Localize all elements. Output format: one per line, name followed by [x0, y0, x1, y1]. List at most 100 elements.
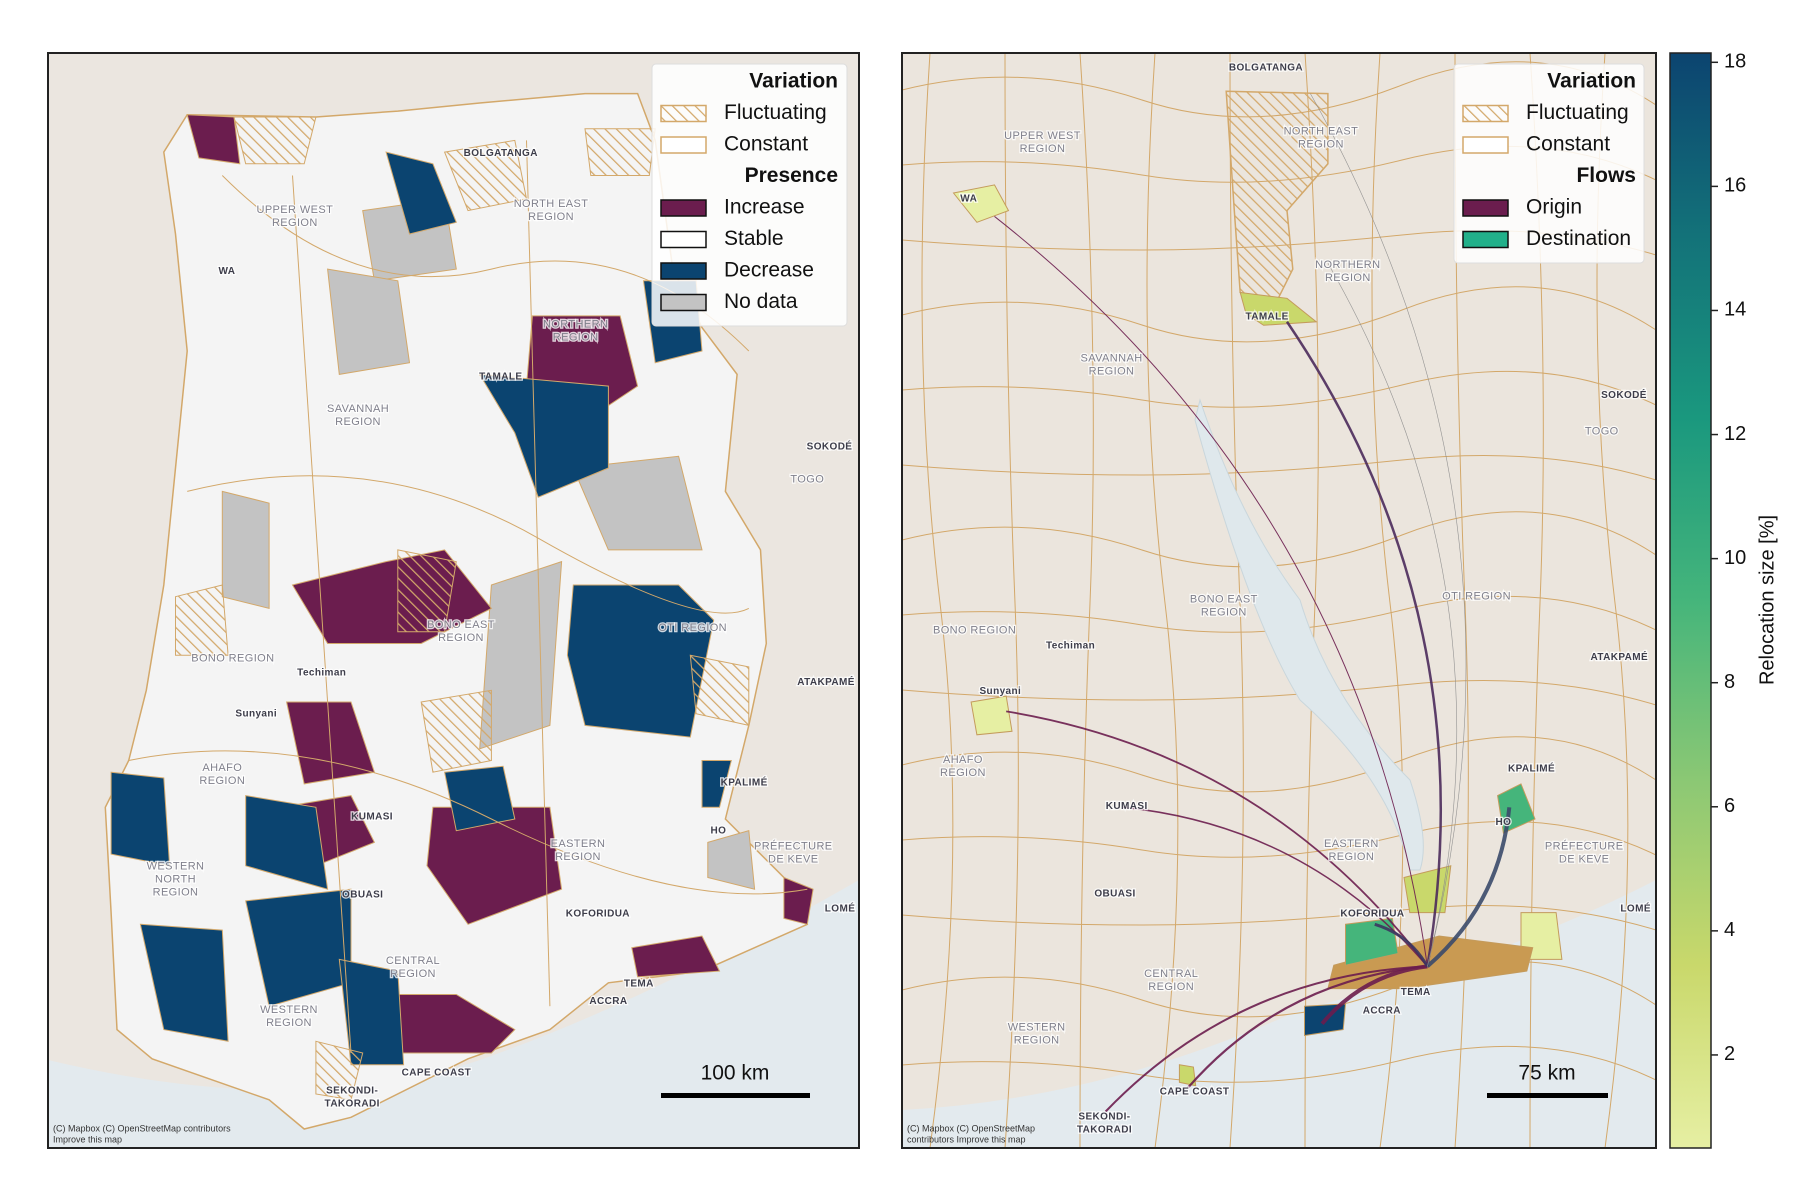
place-label: NORTH EAST	[1284, 125, 1359, 137]
legend-label: Constant	[1526, 133, 1610, 156]
place-label: WA	[219, 266, 236, 277]
legend-swatch	[660, 262, 707, 280]
place-label: OBUASI	[342, 890, 383, 901]
place-label: DE KEVE	[768, 853, 819, 865]
district	[338, 958, 405, 1066]
place-label: EASTERN	[1324, 838, 1379, 850]
place-label: CAPE COAST	[1160, 1086, 1230, 1097]
place-label: REGION	[335, 416, 381, 428]
place-label: DE KEVE	[1559, 853, 1610, 865]
boundary	[902, 1045, 1656, 1083]
overlays: Variation Fluctuating Constant Presence Incr…	[47, 51, 1778, 1149]
fluctuating-district	[443, 139, 528, 212]
district	[478, 373, 609, 498]
boundary	[902, 455, 1656, 481]
place-label: NORTH	[155, 874, 196, 886]
place-label: SEKONDI-	[1078, 1111, 1130, 1122]
place-label: OBUASI	[1094, 889, 1135, 900]
district	[566, 584, 715, 738]
place-label: REGION	[1020, 143, 1066, 155]
boundary	[1079, 53, 1094, 1148]
district	[952, 184, 1010, 223]
legend-label: Decrease	[724, 259, 814, 282]
place-label: LOMÉ	[1620, 902, 1651, 915]
place-label: REGION	[553, 332, 599, 344]
district	[221, 490, 270, 610]
flow	[1104, 965, 1428, 1113]
boundary	[1229, 53, 1244, 1148]
place-label: TAMALE	[479, 371, 522, 382]
sea	[48, 880, 859, 1148]
boundary	[902, 286, 1656, 343]
place-label: ATAKPAMÉ	[797, 675, 855, 688]
district	[707, 830, 756, 890]
place-label: SOKODÉ	[807, 440, 853, 453]
flow	[1006, 710, 1429, 967]
place-label: PRÉFECTURE	[754, 839, 833, 852]
attribution: (C) Mapbox (C) OpenStreetMap	[907, 1123, 1035, 1133]
legend-label: Fluctuating	[1526, 101, 1629, 124]
sea	[902, 880, 1656, 1148]
place-label: REGION	[555, 851, 601, 863]
scale-bar	[661, 1093, 810, 1098]
place-label: BONO EAST	[427, 619, 495, 631]
place-label: TAKORADI	[1077, 1124, 1132, 1135]
place-label: Sunyani	[979, 686, 1021, 697]
colorbar-tick-label: 16	[1724, 175, 1746, 197]
legend-label: No data	[724, 290, 798, 313]
legend-swatch	[1462, 230, 1509, 249]
place-label: OTI REGION	[658, 622, 727, 634]
place-label: NORTHERN	[543, 319, 608, 331]
place-label: HO	[710, 825, 726, 836]
place-label: TOGO	[1585, 426, 1619, 438]
place-label: PRÉFECTURE	[1545, 839, 1624, 852]
place-label: Sunyani	[235, 708, 277, 719]
place-label: BOLGATANGA	[1229, 63, 1303, 74]
place-label: WA	[960, 194, 977, 205]
colorbar-tick-label: 12	[1724, 423, 1746, 445]
district	[1239, 291, 1318, 326]
place-label: REGION	[1201, 606, 1247, 618]
place-label: OTI REGION	[1442, 591, 1511, 603]
legend-title: Variation	[749, 70, 838, 93]
legend-swatch	[1462, 136, 1509, 154]
place-label: REGION	[1089, 365, 1135, 377]
boundary	[921, 53, 954, 1148]
fluctuating-district	[175, 584, 229, 656]
boundary	[1004, 53, 1019, 1148]
colorbar-tick-label: 10	[1724, 547, 1746, 569]
district	[479, 560, 563, 750]
place-label: KOFORIDUA	[1340, 908, 1404, 919]
place-label: REGION	[1298, 138, 1344, 150]
boundary	[902, 680, 1656, 706]
colorbar-tick-label: 4	[1724, 919, 1735, 941]
place-label: REGION	[390, 968, 436, 980]
fluctuating-district	[584, 128, 656, 176]
place-label: REGION	[1328, 851, 1374, 863]
legend-title: Flows	[1576, 164, 1636, 187]
legend-title: Presence	[745, 164, 838, 187]
district	[1178, 1064, 1197, 1087]
district	[631, 935, 721, 978]
district	[444, 765, 516, 832]
place-label: NORTH EAST	[514, 198, 589, 210]
lake	[1194, 398, 1424, 871]
boundary	[902, 370, 1656, 408]
place-label: AHAFO	[943, 754, 983, 766]
district	[1345, 917, 1399, 966]
place-label: REGION	[940, 767, 986, 779]
place-label: KPALIMÉ	[1508, 761, 1555, 774]
place-label: SAVANNAH	[327, 403, 389, 415]
fluctuating-district	[397, 549, 457, 633]
place-label: TEMA	[624, 979, 654, 990]
colorbar-label: Relocation size [%]	[1756, 515, 1778, 685]
place-label: REGION	[199, 775, 245, 787]
legend-swatch	[660, 293, 707, 312]
place-label: BONO REGION	[191, 653, 274, 665]
place-label: KUMASI	[1106, 801, 1148, 812]
place-label: NORTHERN	[1315, 259, 1380, 271]
legend-swatch	[660, 230, 707, 249]
district	[327, 268, 411, 375]
flow	[1374, 922, 1429, 968]
place-label: REGION	[1014, 1035, 1060, 1047]
